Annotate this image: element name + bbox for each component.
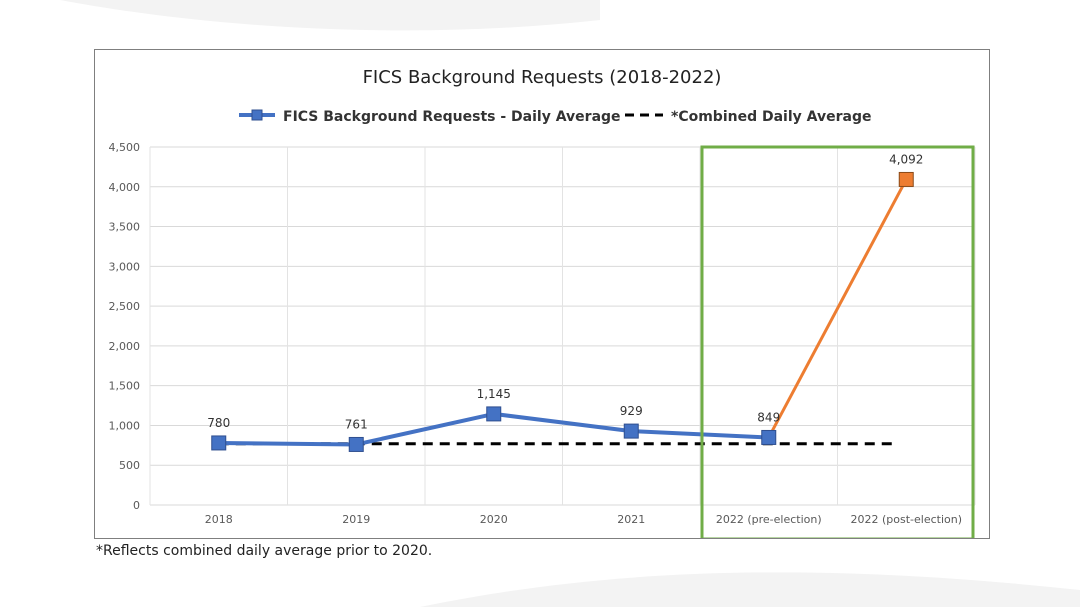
chart-title: FICS Background Requests (2018-2022) — [363, 67, 722, 88]
data-label-3: 929 — [620, 404, 643, 418]
y-tick-label-6: 3,000 — [109, 260, 141, 273]
data-label-4: 849 — [757, 410, 780, 424]
x-tick-label-2: 2020 — [480, 513, 508, 526]
y-tick-label-4: 2,000 — [109, 340, 141, 353]
data-point-1 — [348, 436, 364, 452]
data-label-0: 780 — [207, 416, 230, 430]
legend-marker-series-0 — [251, 109, 263, 121]
series-line-post-election — [767, 178, 908, 439]
highlight-box-2022 — [700, 145, 975, 538]
y-tick-label-2: 1,000 — [109, 419, 141, 432]
chart-frame: FICS Background Requests (2018-2022) FIC… — [94, 49, 990, 539]
data-label-5: 4,092 — [889, 152, 923, 166]
data-point-5 — [898, 171, 914, 187]
y-tick-label-3: 1,500 — [109, 380, 141, 393]
x-tick-label-1: 2019 — [342, 513, 370, 526]
data-point-4 — [761, 429, 777, 445]
legend-label-series-1: *Combined Daily Average — [671, 109, 871, 125]
data-label-1: 761 — [345, 417, 368, 431]
legend: FICS Background Requests - Daily Average… — [239, 109, 871, 125]
x-tick-label-3: 2021 — [617, 513, 645, 526]
data-point-0 — [211, 435, 227, 451]
data-label-2: 1,145 — [477, 387, 511, 401]
y-tick-label-9: 4,500 — [109, 141, 141, 154]
legend-label-series-0: FICS Background Requests - Daily Average — [283, 109, 621, 125]
data-point-2 — [486, 406, 502, 422]
y-tick-label-1: 500 — [119, 459, 140, 472]
y-tick-label-7: 3,500 — [109, 221, 141, 234]
y-tick-label-0: 0 — [133, 499, 140, 512]
x-tick-label-0: 2018 — [205, 513, 233, 526]
line-chart: FICS Background Requests (2018-2022) FIC… — [109, 67, 976, 538]
y-tick-label-8: 4,000 — [109, 181, 141, 194]
x-tick-label-5: 2022 (post-election) — [850, 513, 962, 526]
plot-area: 0 500 1,000 1,500 2,000 2,500 3,000 3,500 4,000 4… — [109, 141, 976, 538]
footnote: *Reflects combined daily average prior t… — [96, 543, 433, 559]
x-tick-label-4: 2022 (pre-election) — [716, 513, 822, 526]
data-point-3 — [623, 423, 639, 439]
y-tick-label-5: 2,500 — [109, 300, 141, 313]
